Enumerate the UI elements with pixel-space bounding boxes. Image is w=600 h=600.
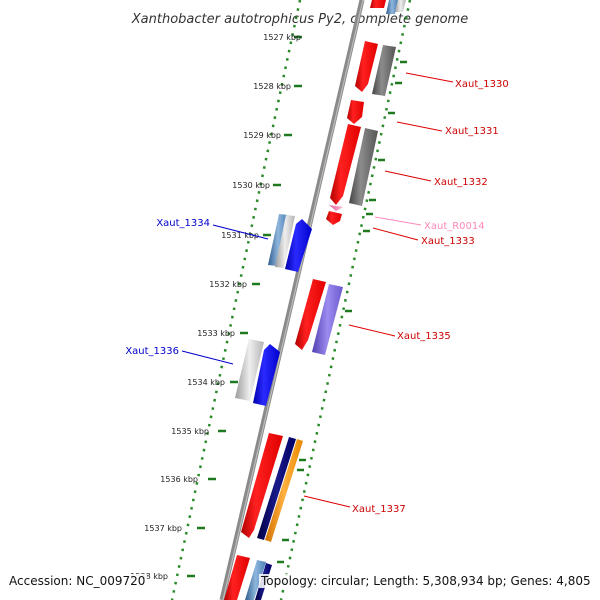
genome-backbone-highlight <box>222 0 364 600</box>
gene-feature-cog[interactable] <box>265 439 303 542</box>
gene-feature-rna[interactable] <box>329 205 343 211</box>
gene-label[interactable]: Xaut_1336 <box>125 346 179 357</box>
tick-label: 1538 kbp <box>130 572 168 581</box>
scale-line-outer <box>170 0 302 600</box>
tick-label: 1537 kbp <box>144 524 182 533</box>
scale-line-inner <box>279 0 412 600</box>
gene-label[interactable]: Xaut_1330 <box>455 79 509 90</box>
gene-feature-forward[interactable] <box>224 555 250 600</box>
gene-features <box>224 0 406 600</box>
gene-feature-cog[interactable] <box>257 437 296 540</box>
map-title: Xanthobacter autotrophicus Py2, complete… <box>131 12 468 27</box>
topology-text: Topology: circular; Length: 5,308,934 bp… <box>259 574 593 588</box>
scale-ticks <box>187 35 407 578</box>
tick-label: 1530 kbp <box>232 181 270 190</box>
gene-labels: Xaut_1330 Xaut_1331 Xaut_1332 Xaut_R0014… <box>125 79 508 515</box>
gene-feature-reverse[interactable] <box>285 219 312 272</box>
scale-tick-labels: 1527 kbp 1528 kbp 1529 kbp 1530 kbp 1531… <box>130 33 301 581</box>
tick-label: 1536 kbp <box>160 475 198 484</box>
tick-label: 1534 kbp <box>187 378 225 387</box>
gene-feature-forward[interactable] <box>241 433 283 538</box>
tick-label: 1531 kbp <box>221 231 259 240</box>
gene-label[interactable]: Xaut_1333 <box>421 236 475 247</box>
gene-label[interactable]: Xaut_1337 <box>352 504 406 515</box>
gene-feature-cog[interactable] <box>349 128 378 206</box>
tick-label: 1528 kbp <box>253 82 291 91</box>
tick-label: 1535 kbp <box>171 427 209 436</box>
gene-feature-cog[interactable] <box>372 45 396 96</box>
tick-label: 1532 kbp <box>209 280 247 289</box>
gene-label[interactable]: Xaut_1334 <box>156 218 210 229</box>
gene-feature-forward[interactable] <box>370 0 386 8</box>
gene-feature-steel[interactable] <box>386 0 398 14</box>
label-leaders <box>181 72 454 508</box>
gene-feature-cog[interactable] <box>312 284 343 355</box>
gene-feature-forward[interactable] <box>355 41 378 92</box>
tick-label: 1529 kbp <box>243 131 281 140</box>
gene-feature-light[interactable] <box>395 0 406 12</box>
gene-feature-light[interactable] <box>235 339 264 401</box>
gene-label[interactable]: Xaut_1335 <box>397 331 451 342</box>
tick-label: 1533 kbp <box>197 329 235 338</box>
gene-feature-light[interactable] <box>275 215 295 268</box>
genome-backbone <box>219 0 365 600</box>
gene-label[interactable]: Xaut_1332 <box>434 177 488 188</box>
gene-feature-forward[interactable] <box>347 100 364 124</box>
gene-feature-steel[interactable] <box>268 214 288 266</box>
gene-feature-forward[interactable] <box>330 124 361 205</box>
gene-feature-forward[interactable] <box>295 279 326 350</box>
gene-label[interactable]: Xaut_R0014 <box>424 221 485 232</box>
tick-label: 1527 kbp <box>263 33 301 42</box>
gene-feature-reverse[interactable] <box>253 344 280 406</box>
accession-text: Accession: NC_009720 <box>7 574 148 588</box>
gene-label[interactable]: Xaut_1331 <box>445 126 499 137</box>
gene-feature-steel[interactable] <box>245 560 266 600</box>
gene-feature-forward[interactable] <box>326 211 342 225</box>
